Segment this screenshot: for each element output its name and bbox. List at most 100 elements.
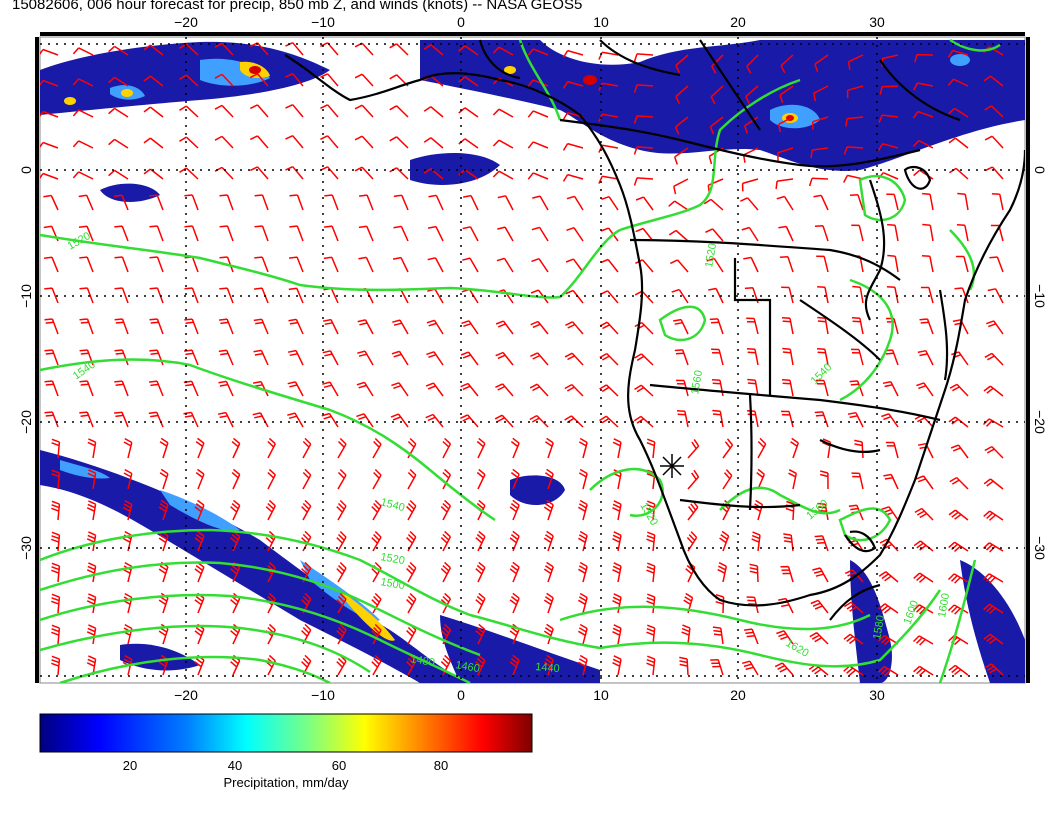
wind-barb [51, 500, 61, 521]
wind-barb [781, 286, 794, 304]
wind-barb [426, 319, 444, 335]
wind-barb [544, 468, 554, 490]
wind-barb [683, 592, 694, 614]
wind-barb [253, 318, 269, 335]
wind-barb [957, 192, 969, 211]
wind-barb [183, 411, 199, 428]
wind-barb [179, 167, 199, 180]
wind-barb [406, 654, 417, 676]
wind-barb [781, 378, 794, 397]
wind-barb [407, 437, 417, 459]
wind-barb [982, 573, 1004, 584]
wind-barb [179, 136, 199, 149]
wind-barb [741, 226, 759, 242]
wind-barb [475, 530, 486, 552]
wind-barb [948, 541, 969, 552]
wind-barb [122, 623, 133, 645]
wind-barb [108, 169, 129, 180]
wind-barb [949, 476, 969, 490]
wind-barb [44, 287, 59, 304]
wind-barb [920, 286, 934, 304]
wind-barb [288, 318, 304, 335]
wind-barb [912, 635, 934, 646]
contour-label: 1580 [871, 614, 887, 640]
wind-barb [814, 54, 829, 72]
wind-barb [746, 54, 759, 74]
wind-barb [509, 530, 520, 552]
wind-barb [393, 225, 409, 242]
wind-barb [392, 319, 409, 335]
y-tick-label: −20 [1032, 410, 1048, 434]
wind-barb [356, 381, 374, 397]
wind-barb [287, 349, 304, 366]
wind-barb [948, 509, 969, 521]
wind-barb [492, 139, 514, 149]
wind-barb [675, 54, 689, 74]
wind-barb [812, 85, 829, 102]
wind-barb [851, 317, 864, 335]
wind-barb [184, 318, 199, 335]
wind-barb [253, 349, 269, 366]
wind-barb [301, 592, 312, 614]
wind-barb [322, 350, 339, 366]
wind-barb [265, 623, 276, 645]
wind-barb [578, 654, 588, 676]
wind-barb [744, 628, 759, 645]
wind-barb [915, 475, 934, 490]
wind-barb [887, 223, 899, 242]
wind-barb [393, 194, 409, 211]
wind-barb [323, 256, 339, 273]
wind-barb [543, 654, 554, 676]
wind-barb [51, 655, 61, 676]
wind-barb [947, 49, 969, 58]
wind-barb [114, 225, 129, 242]
wind-barb [984, 663, 1004, 676]
wind-barb [565, 258, 584, 273]
y-tick-label: −30 [18, 536, 34, 560]
wind-barb [780, 565, 794, 583]
wind-barb [646, 655, 656, 676]
wind-barb [183, 380, 199, 397]
wind-barb [494, 414, 514, 428]
wind-barb [460, 414, 479, 428]
wind-barb [406, 561, 417, 583]
frame-edge-right [1026, 37, 1030, 683]
wind-barb [673, 318, 689, 335]
wind-barb [406, 499, 417, 521]
wind-barb [635, 227, 654, 242]
wind-barb [285, 166, 304, 180]
wind-barb [777, 116, 794, 133]
wind-barb [681, 624, 691, 645]
wind-barb [851, 472, 864, 490]
wind-barb [775, 178, 794, 190]
wind-barb [983, 385, 1004, 397]
wind-barb [984, 105, 1004, 118]
wind-barb [475, 499, 486, 521]
wind-barb [578, 499, 588, 521]
wind-barb [79, 411, 94, 428]
wind-barb [529, 383, 549, 397]
wind-barb [336, 561, 347, 583]
wind-barb [122, 592, 133, 614]
wind-barb [711, 348, 724, 366]
wind-barb [249, 73, 269, 87]
y-tick-label: 0 [18, 166, 34, 174]
wind-barb [158, 654, 169, 676]
wind-barb [108, 45, 129, 56]
wind-barb [463, 194, 479, 211]
wind-barb [301, 499, 312, 521]
wind-barb [458, 45, 479, 56]
wind-barb [565, 289, 584, 304]
wind-barb [747, 378, 759, 397]
wind-barb [358, 256, 374, 273]
wind-barb [371, 592, 382, 614]
contour-label: 1460 [454, 659, 480, 675]
wind-barb [543, 499, 554, 521]
wind-barb [440, 654, 452, 676]
wind-barb [746, 347, 759, 366]
wind-barb [509, 654, 520, 676]
wind-barb [578, 561, 588, 583]
wind-barb [779, 85, 794, 103]
y-axis-left: 0 −10 −20 −30 [18, 166, 34, 560]
wind-barb [265, 654, 276, 676]
